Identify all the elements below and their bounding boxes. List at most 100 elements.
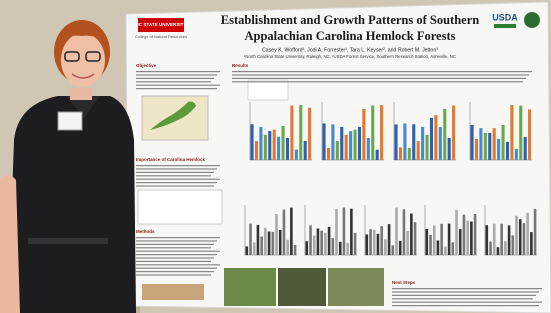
panel-bar	[437, 240, 440, 255]
panel-bar	[295, 150, 298, 160]
panel-bar	[508, 225, 511, 255]
panel-bar	[486, 225, 489, 255]
panel-bar	[497, 247, 500, 255]
text-line	[136, 165, 220, 166]
panel-bar	[443, 109, 446, 160]
panel-bar	[530, 232, 533, 255]
panel-bar	[515, 149, 518, 160]
text-line	[136, 175, 211, 176]
panel-bar	[434, 115, 437, 160]
panel-bar	[452, 242, 455, 255]
section-heading: Methods	[136, 229, 155, 234]
text-line	[136, 240, 217, 241]
panel-bar	[377, 234, 380, 255]
panel-bar	[251, 124, 254, 160]
panel-bar	[246, 246, 249, 255]
text-line	[136, 88, 217, 89]
panel-bar	[463, 215, 466, 255]
text-line	[136, 71, 220, 72]
text-line	[136, 85, 220, 86]
panel-bar	[328, 227, 331, 255]
panel-bar	[282, 126, 285, 160]
text-line	[392, 298, 533, 299]
panel-bar	[426, 135, 429, 160]
forest-service-shield	[524, 12, 540, 28]
affiliations: ¹North Carolina State University, Raleig…	[244, 54, 456, 59]
panel-bar	[376, 150, 379, 160]
panel-bar	[309, 225, 312, 255]
panel-bar	[380, 105, 383, 160]
panel-bar	[366, 234, 369, 255]
panel-bar	[412, 124, 415, 160]
panel-bar	[426, 229, 429, 255]
text-line	[136, 185, 214, 186]
text-line	[136, 261, 211, 262]
panel-bar	[399, 147, 402, 160]
panel-bar	[403, 123, 406, 160]
panel-bar	[489, 242, 492, 255]
panel-bar	[395, 124, 398, 160]
panel-bar	[304, 141, 307, 160]
panel-bar	[286, 138, 289, 160]
panel-bar	[403, 209, 406, 255]
text-line	[136, 247, 211, 248]
text-line	[136, 271, 214, 272]
panel-bar	[448, 224, 451, 255]
panel-bar	[332, 238, 335, 255]
legend	[248, 80, 288, 100]
text-line	[136, 168, 217, 169]
panel-bar	[479, 128, 482, 160]
text-line	[136, 81, 211, 82]
panel-bar	[408, 148, 411, 160]
panel-bar	[515, 216, 518, 255]
text-line	[136, 251, 220, 252]
agency-mark	[494, 24, 516, 28]
panel-bar	[367, 138, 370, 160]
text-line	[136, 172, 214, 173]
panel-bar	[430, 118, 433, 160]
text-line	[392, 305, 539, 306]
panel-bar	[493, 128, 496, 160]
panel-bar	[519, 106, 522, 160]
panel-bar	[395, 208, 398, 255]
panel-bar	[317, 228, 320, 255]
college: College of Natural Resources	[135, 34, 187, 39]
panel-bar	[406, 231, 409, 255]
page: {"poster": { "logo": "NC STATE UNIVERSIT…	[0, 0, 551, 313]
panel-bar	[439, 127, 442, 160]
panel-bar	[417, 141, 420, 160]
panel-bar	[264, 135, 267, 160]
panel-bar	[506, 142, 509, 160]
panel-bar	[455, 210, 458, 255]
panel-bar	[313, 235, 316, 255]
panel-bar	[306, 241, 309, 255]
panel-bar	[380, 226, 383, 255]
panel-bar	[273, 130, 276, 160]
text-line	[136, 78, 214, 79]
text-line	[136, 182, 217, 183]
panel-bar	[275, 214, 278, 255]
panel-bar	[290, 106, 293, 160]
panel-bar	[512, 235, 515, 255]
panel-bar	[399, 241, 402, 255]
panel-bar	[286, 240, 289, 255]
panel-bar	[421, 127, 424, 160]
panel-bar	[371, 106, 374, 160]
panel-bar	[336, 141, 339, 160]
panel-bar	[510, 105, 513, 160]
text-line	[392, 302, 542, 303]
photo-thumb	[328, 268, 384, 306]
panel-bar	[384, 239, 387, 255]
panel-bar	[369, 229, 372, 255]
section-heading: Results	[232, 63, 249, 68]
panel-bar	[440, 224, 443, 255]
panel-bar	[257, 225, 260, 255]
panel-bar	[354, 130, 357, 160]
text-line	[392, 288, 542, 289]
panel-bar	[484, 133, 487, 160]
text-line	[136, 264, 220, 265]
text-line	[136, 244, 214, 245]
photo: NC STATE UNIVERSITY College of Natural R…	[0, 0, 551, 313]
authors: Casey K. Wofford¹, Jodi A. Forrester¹, T…	[262, 47, 438, 53]
panel-bar	[259, 127, 262, 160]
